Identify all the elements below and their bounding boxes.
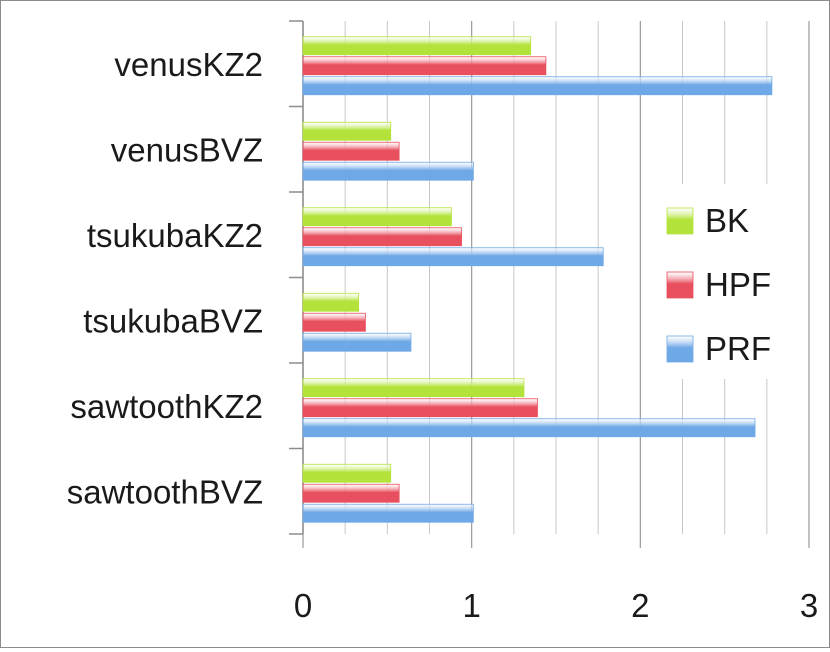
bar-prf-sawtoothBVZ	[302, 503, 474, 523]
bar-bk-venusBVZ	[302, 121, 392, 141]
x-tick-label: 3	[800, 587, 818, 624]
category-label: tsukubaKZ2	[87, 217, 263, 254]
bar-bk-sawtoothBVZ	[302, 463, 392, 483]
category-label: venusKZ2	[114, 46, 263, 83]
bar-prf-venusBVZ	[302, 161, 474, 181]
category-label: venusBVZ	[111, 131, 263, 168]
axis-labels: venusKZ2 venusBVZ tsukubaKZ2 tsukubaBVZ sawt…	[67, 46, 818, 624]
bar-hpf-venusKZ2	[302, 56, 547, 76]
category-label: sawtoothBVZ	[67, 473, 263, 510]
bar-hpf-tsukubaKZ2	[302, 227, 462, 247]
legend-swatch-bk	[666, 207, 694, 235]
bar-bk-venusKZ2	[302, 36, 532, 56]
category-label: sawtoothKZ2	[70, 388, 263, 425]
bar-bk-tsukubaBVZ	[302, 292, 360, 312]
bar-prf-tsukubaBVZ	[302, 332, 412, 352]
bars	[302, 36, 773, 523]
legend-label-bk: BK	[705, 202, 749, 239]
legend: BK HPF PRF	[653, 184, 803, 379]
category-label: tsukubaBVZ	[83, 302, 263, 339]
bar-prf-venusKZ2	[302, 76, 773, 96]
x-tick-label: 0	[294, 587, 312, 624]
bar-prf-sawtoothKZ2	[302, 418, 756, 438]
axes	[289, 20, 304, 535]
x-tick-label: 2	[631, 587, 649, 624]
legend-label-hpf: HPF	[705, 266, 771, 303]
legend-swatch-prf	[666, 335, 694, 363]
gridlines	[302, 21, 810, 548]
bar-bk-sawtoothKZ2	[302, 378, 525, 398]
x-tick-label: 1	[462, 587, 480, 624]
bar-prf-tsukubaKZ2	[302, 247, 604, 267]
bar-bk-tsukubaKZ2	[302, 207, 452, 227]
legend-label-prf: PRF	[705, 330, 771, 367]
legend-swatch-hpf	[666, 271, 694, 299]
bar-hpf-sawtoothKZ2	[302, 398, 538, 418]
bar-hpf-sawtoothBVZ	[302, 483, 400, 503]
bar-hpf-tsukubaBVZ	[302, 312, 366, 332]
bar-hpf-venusBVZ	[302, 141, 400, 161]
